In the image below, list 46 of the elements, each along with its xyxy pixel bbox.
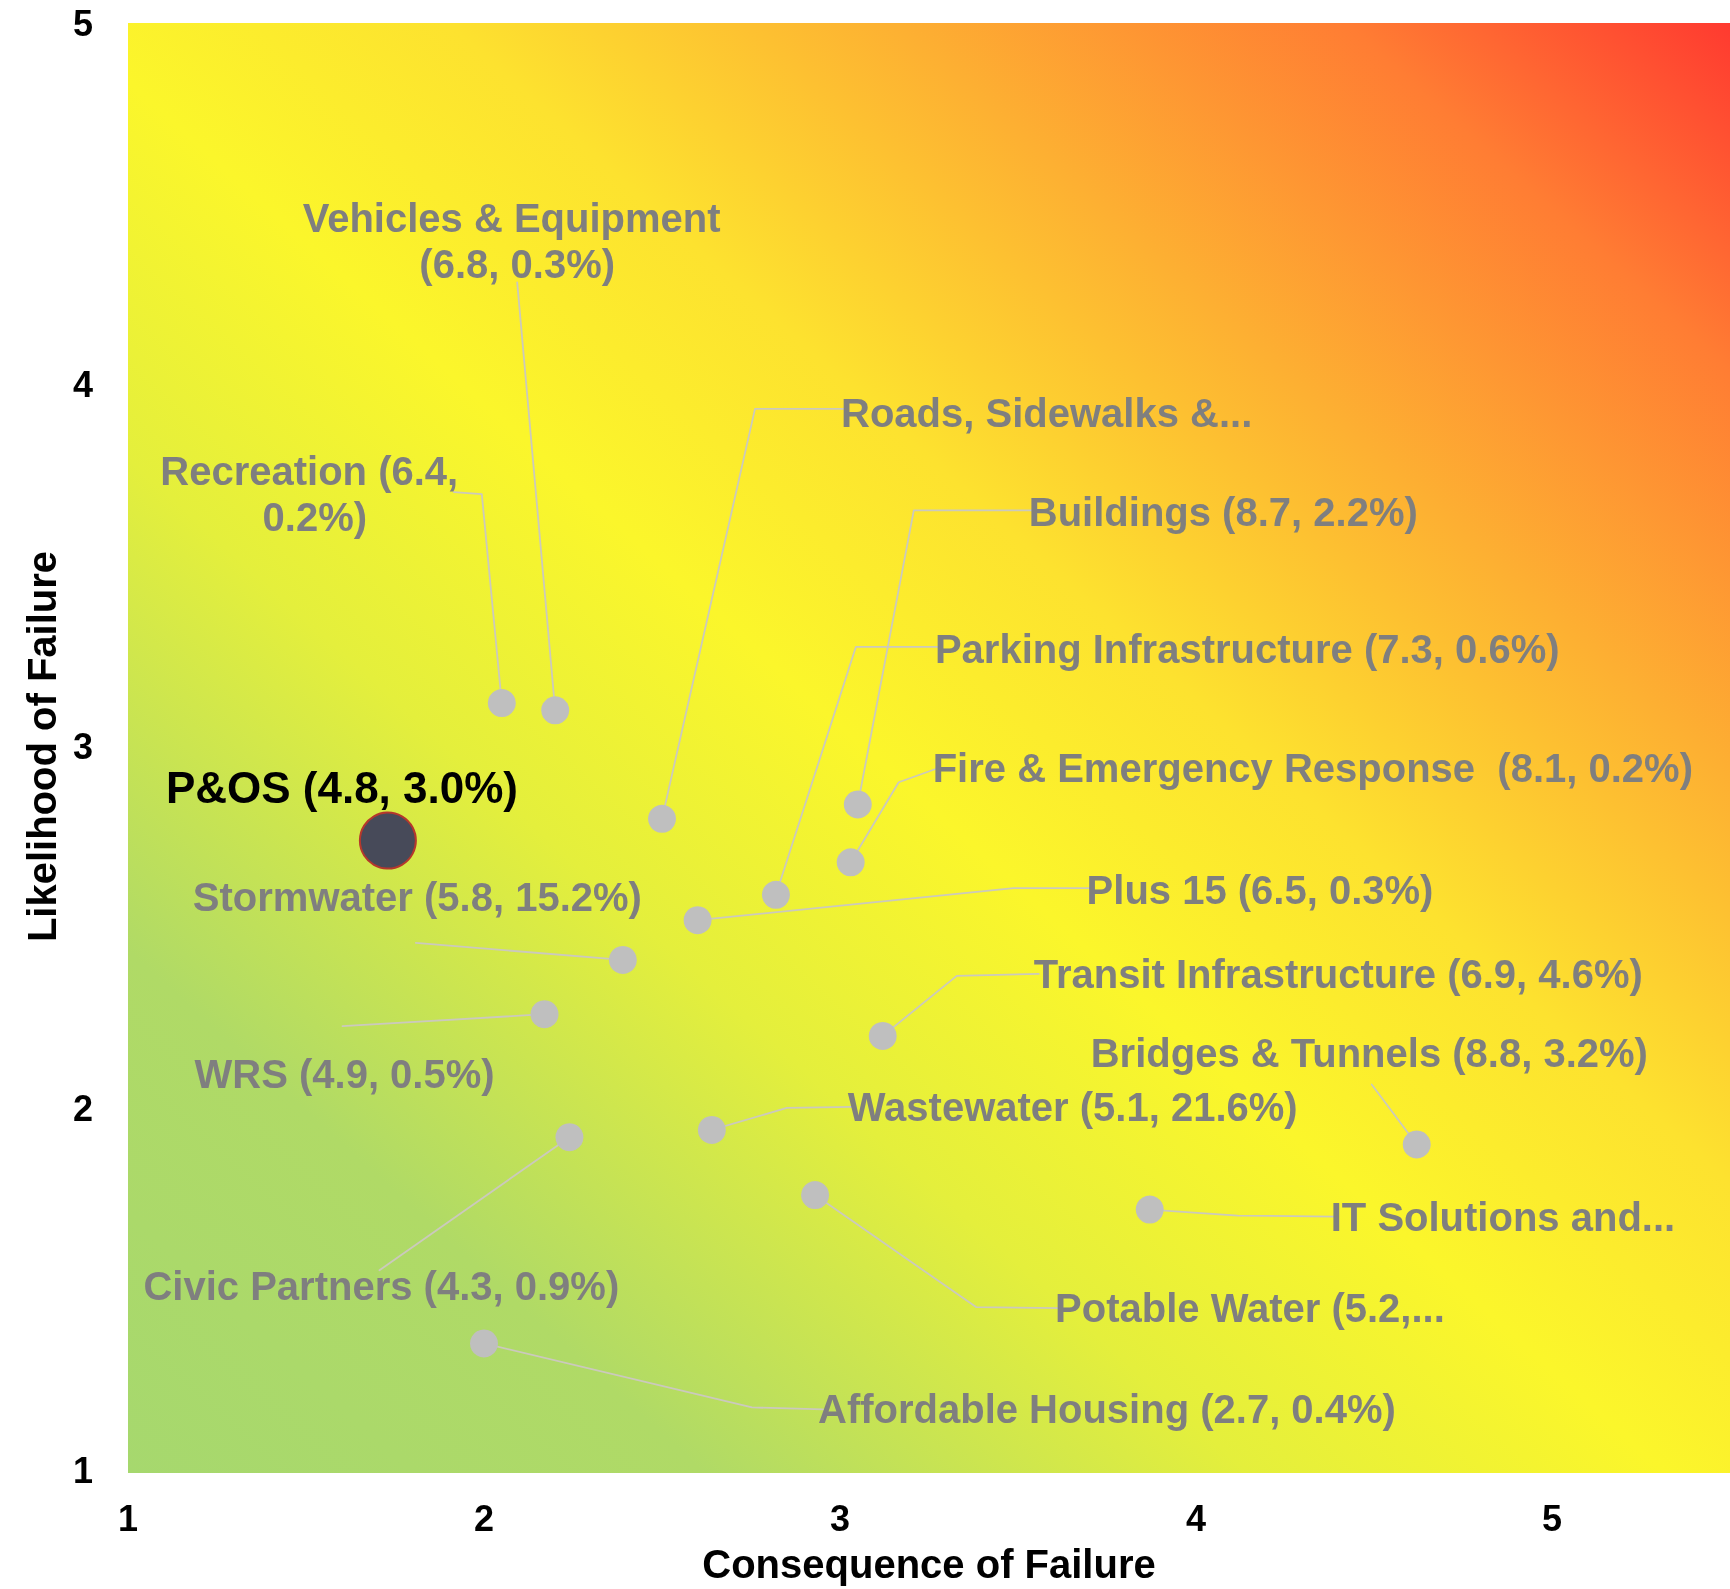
point xyxy=(530,1000,559,1029)
point xyxy=(683,906,712,935)
annotation: Buildings (8.7, 2.2%) xyxy=(1028,490,1418,535)
annotation: Wastewater (5.1, 21.6%) xyxy=(847,1084,1298,1129)
point xyxy=(843,790,872,819)
annotation: P&OS (4.8, 3.0%) xyxy=(165,763,519,813)
point xyxy=(868,1021,897,1050)
point xyxy=(608,945,637,974)
point xyxy=(470,1329,498,1358)
annotation: Vehicles & Equipment (6.8, 0.3%) xyxy=(302,196,732,287)
point xyxy=(648,804,676,833)
x-tick-label: 1 xyxy=(117,1497,139,1539)
annotation: Affordable Housing (2.7, 0.4%) xyxy=(818,1387,1396,1432)
y-tick-label: 3 xyxy=(72,726,93,767)
annotation: WRS (4.9, 0.5%) xyxy=(194,1052,495,1097)
y-axis-title: Likelihood of Failure xyxy=(20,550,65,943)
point xyxy=(555,1123,584,1152)
x-tick-label: 5 xyxy=(1541,1497,1563,1539)
point xyxy=(1402,1130,1431,1159)
annotation: Recreation (6.4, 0.2%) xyxy=(160,449,470,540)
point xyxy=(358,811,417,870)
annotation: Roads, Sidewalks &... xyxy=(841,390,1253,435)
y-tick-label: 4 xyxy=(72,364,93,406)
annotation: Civic Partners (4.3, 0.9%) xyxy=(143,1264,620,1309)
annotation: Parking Infrastructure (7.3, 0.6%) xyxy=(934,626,1560,671)
annotation: Stormwater (5.8, 15.2%) xyxy=(192,874,642,919)
annotation: Fire & Emergency Response (8.1, 0.2%) xyxy=(932,746,1693,791)
point xyxy=(697,1115,726,1144)
point xyxy=(541,696,570,725)
y-tick-label: 2 xyxy=(72,1087,93,1129)
annotation: Plus 15 (6.5, 0.3%) xyxy=(1086,868,1434,913)
annotation: IT Solutions and... xyxy=(1330,1194,1676,1239)
annotation: Potable Water (5.2,... xyxy=(1055,1286,1445,1331)
point xyxy=(801,1181,830,1210)
x-axis-title: Consequence of Failure xyxy=(702,1542,1156,1586)
point xyxy=(1135,1195,1164,1224)
point xyxy=(487,689,516,718)
y-tick-label: 1 xyxy=(72,1449,93,1491)
point xyxy=(761,880,790,909)
x-tick-label: 4 xyxy=(1185,1497,1207,1539)
annotation: Transit Infrastructure (6.9, 4.6%) xyxy=(1033,951,1643,996)
point xyxy=(836,848,865,877)
y-tick-label: 5 xyxy=(72,2,93,44)
x-tick-label: 3 xyxy=(829,1497,851,1539)
x-tick-label: 2 xyxy=(473,1497,495,1539)
annotation: Bridges & Tunnels (8.8, 3.2%) xyxy=(1090,1031,1648,1076)
